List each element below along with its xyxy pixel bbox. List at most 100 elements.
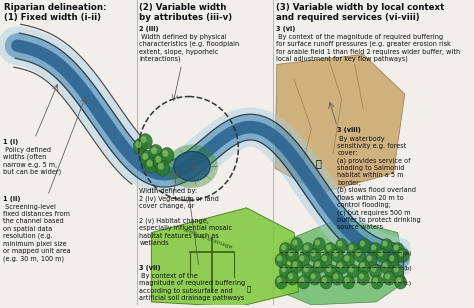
Circle shape <box>389 255 394 261</box>
Circle shape <box>369 264 382 278</box>
Circle shape <box>399 250 404 256</box>
Circle shape <box>358 239 370 253</box>
Circle shape <box>279 242 292 256</box>
Circle shape <box>309 249 321 262</box>
Circle shape <box>138 134 152 149</box>
Text: Width defined by physical
characteristics (e.g. floodplain
extent, slope, hyporh: Width defined by physical characteristic… <box>139 34 239 63</box>
Circle shape <box>360 262 365 268</box>
Text: 3 (viii): 3 (viii) <box>337 127 361 133</box>
Circle shape <box>348 266 354 272</box>
Circle shape <box>347 242 359 256</box>
Polygon shape <box>281 218 405 305</box>
Circle shape <box>385 273 390 279</box>
Circle shape <box>275 275 287 289</box>
Circle shape <box>359 273 364 279</box>
Ellipse shape <box>174 152 210 181</box>
Text: By context of the magnitude of required buffering
for surface runoff pressures (: By context of the magnitude of required … <box>276 34 460 63</box>
Circle shape <box>326 266 331 272</box>
Circle shape <box>367 255 372 261</box>
Text: 🐄: 🐄 <box>247 286 251 292</box>
Circle shape <box>155 156 161 163</box>
Text: Screening-level
fixed distances from
the channel based
on spatial data
resolutio: Screening-level fixed distances from the… <box>2 204 70 262</box>
Circle shape <box>288 250 293 256</box>
Circle shape <box>275 253 287 267</box>
Circle shape <box>378 250 383 256</box>
Circle shape <box>383 271 395 285</box>
Circle shape <box>146 160 153 167</box>
Text: Artificial drainage: Artificial drainage <box>182 228 233 250</box>
Circle shape <box>315 240 320 245</box>
Circle shape <box>291 259 303 273</box>
Circle shape <box>354 249 366 262</box>
Circle shape <box>358 260 370 274</box>
Polygon shape <box>151 208 299 307</box>
Circle shape <box>360 241 365 246</box>
Circle shape <box>371 266 376 272</box>
Text: (a): (a) <box>404 251 412 256</box>
Circle shape <box>331 271 343 285</box>
Circle shape <box>281 266 286 272</box>
Circle shape <box>371 245 376 250</box>
Text: Riparian delineation:
(1) Fixed width (i-ii): Riparian delineation: (1) Fixed width (i… <box>4 3 107 22</box>
Circle shape <box>336 260 348 274</box>
Polygon shape <box>275 55 405 193</box>
Circle shape <box>151 147 157 154</box>
Circle shape <box>357 271 369 285</box>
Circle shape <box>162 150 168 157</box>
Circle shape <box>393 245 399 250</box>
Circle shape <box>320 275 332 289</box>
Circle shape <box>292 240 298 245</box>
Text: (2) Variable width
by attributes (iii-v): (2) Variable width by attributes (iii-v) <box>139 3 232 22</box>
Circle shape <box>336 239 348 253</box>
Circle shape <box>140 151 154 166</box>
Circle shape <box>153 153 167 169</box>
Circle shape <box>310 250 316 256</box>
Circle shape <box>333 250 338 256</box>
Circle shape <box>394 275 407 289</box>
Circle shape <box>337 241 343 246</box>
Circle shape <box>343 253 355 267</box>
Text: By context of the
magnitude of required buffering
according to subsurface and
ar: By context of the magnitude of required … <box>139 273 246 301</box>
Text: 1 (ii): 1 (ii) <box>2 196 20 202</box>
Circle shape <box>383 241 388 246</box>
Circle shape <box>136 141 141 148</box>
Circle shape <box>371 275 383 289</box>
Circle shape <box>381 260 392 274</box>
Circle shape <box>320 253 332 267</box>
Circle shape <box>324 242 337 256</box>
Circle shape <box>292 261 298 267</box>
Text: 3 (vii): 3 (vii) <box>139 265 161 271</box>
Circle shape <box>337 262 343 268</box>
Circle shape <box>302 242 314 256</box>
Circle shape <box>381 239 392 253</box>
Text: 3 (vi): 3 (vi) <box>276 26 295 32</box>
Circle shape <box>344 277 349 283</box>
Circle shape <box>383 262 388 268</box>
Circle shape <box>299 277 304 283</box>
Circle shape <box>315 261 320 267</box>
Circle shape <box>343 275 355 289</box>
Circle shape <box>373 277 378 283</box>
Circle shape <box>304 245 309 250</box>
Circle shape <box>298 253 310 267</box>
Ellipse shape <box>166 144 218 188</box>
Circle shape <box>313 237 325 251</box>
Circle shape <box>309 271 321 285</box>
Circle shape <box>310 273 316 279</box>
Text: By waterbody
sensitivity e.g. forest
cover:
(a) provides service of
shading to S: By waterbody sensitivity e.g. forest cov… <box>337 136 421 230</box>
Circle shape <box>155 160 170 176</box>
Circle shape <box>304 266 309 272</box>
Circle shape <box>277 255 282 261</box>
Circle shape <box>299 255 304 261</box>
Circle shape <box>396 277 401 283</box>
Circle shape <box>277 277 282 283</box>
Circle shape <box>313 259 325 273</box>
Circle shape <box>149 144 163 160</box>
Circle shape <box>133 139 147 154</box>
Circle shape <box>356 250 361 256</box>
Circle shape <box>376 249 388 262</box>
Circle shape <box>333 273 338 279</box>
Circle shape <box>392 264 404 278</box>
Circle shape <box>142 153 148 160</box>
Circle shape <box>344 255 349 261</box>
